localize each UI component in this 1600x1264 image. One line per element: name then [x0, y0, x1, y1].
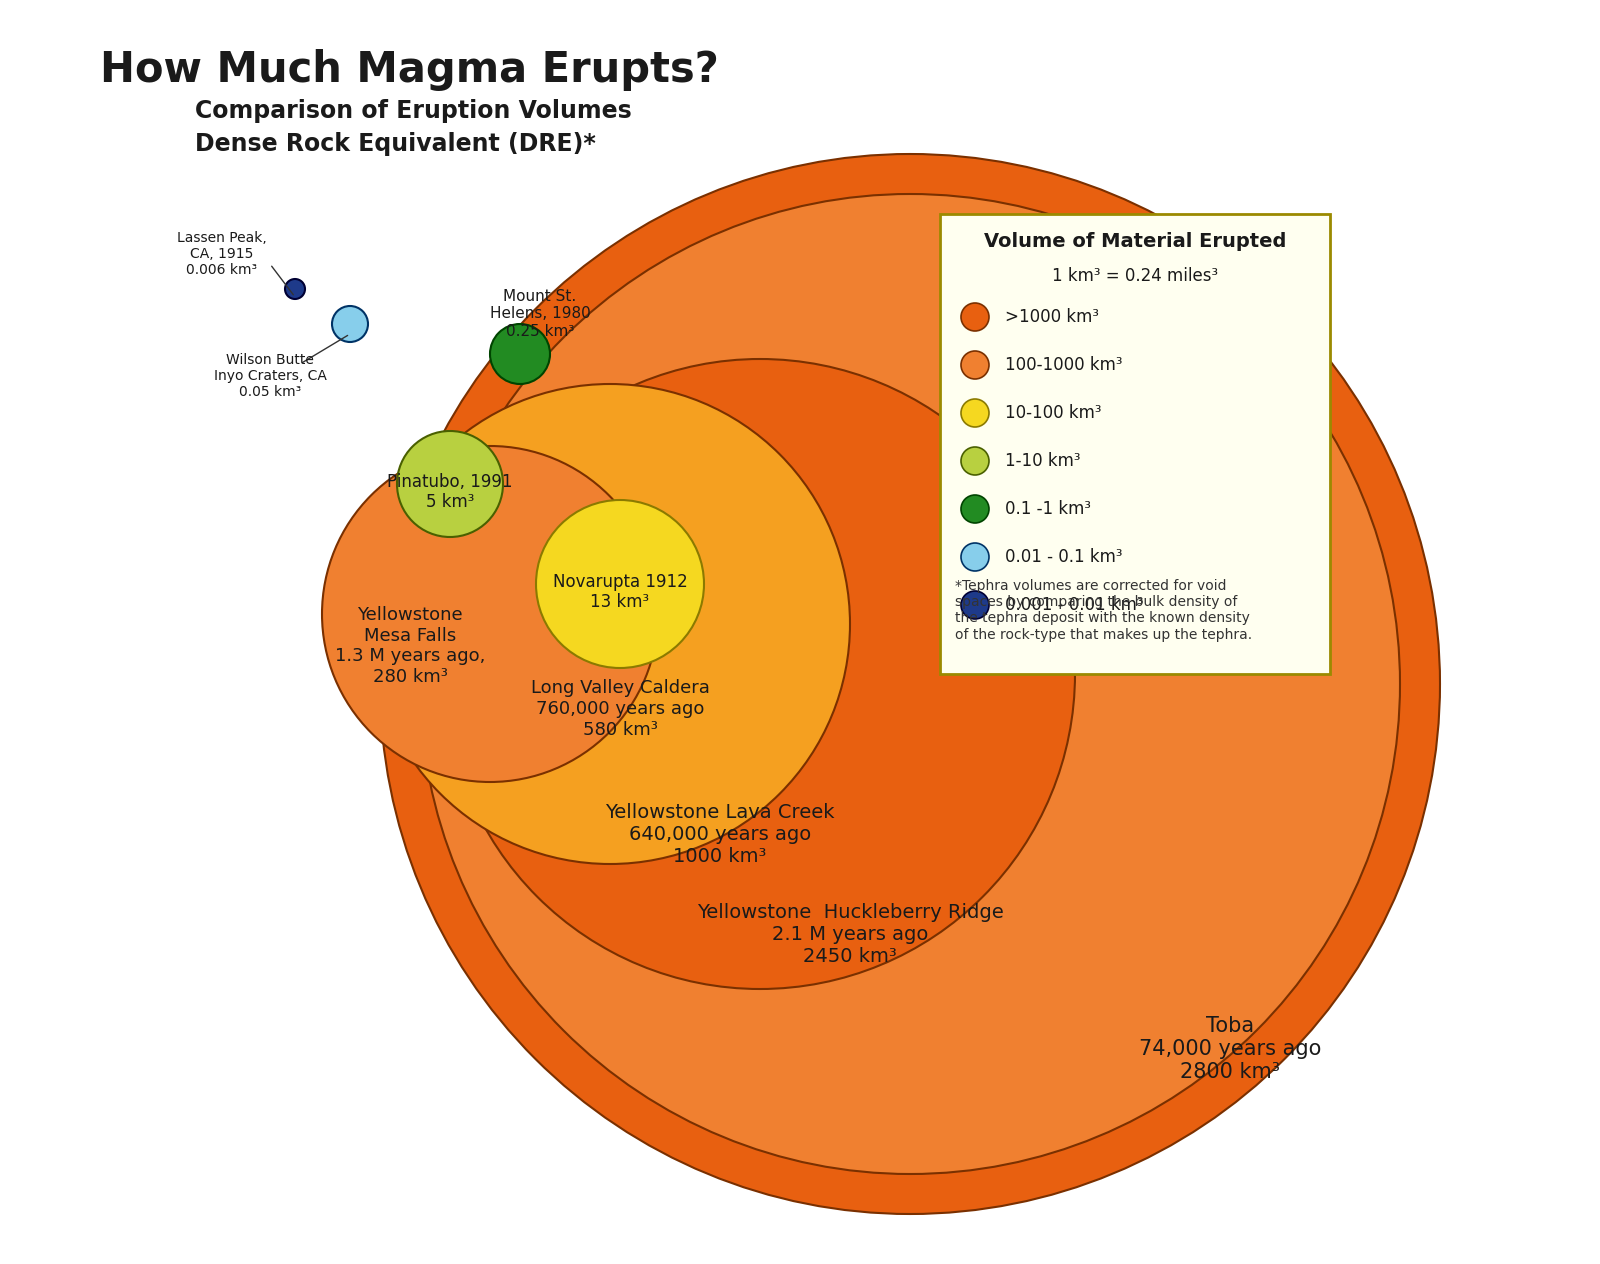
Circle shape — [419, 193, 1400, 1174]
Text: Novarupta 1912
13 km³: Novarupta 1912 13 km³ — [552, 573, 688, 612]
Circle shape — [962, 351, 989, 379]
Text: How Much Magma Erupts?: How Much Magma Erupts? — [99, 49, 718, 91]
Circle shape — [445, 359, 1075, 988]
Text: 0.001 - 0.01 km³: 0.001 - 0.01 km³ — [1005, 597, 1144, 614]
Text: Comparison of Eruption Volumes: Comparison of Eruption Volumes — [195, 99, 632, 123]
Text: *Tephra volumes are corrected for void
spaces by comparing the bulk density of
t: *Tephra volumes are corrected for void s… — [955, 579, 1253, 642]
Text: 100-1000 km³: 100-1000 km³ — [1005, 356, 1123, 374]
Text: 0.1 -1 km³: 0.1 -1 km³ — [1005, 501, 1091, 518]
Circle shape — [381, 154, 1440, 1213]
Text: 10-100 km³: 10-100 km³ — [1005, 404, 1101, 422]
Circle shape — [962, 495, 989, 523]
Circle shape — [962, 447, 989, 475]
Text: 0.01 - 0.1 km³: 0.01 - 0.1 km³ — [1005, 549, 1123, 566]
Text: Dense Rock Equivalent (DRE)*: Dense Rock Equivalent (DRE)* — [195, 131, 595, 155]
Text: Long Valley Caldera
760,000 years ago
580 km³: Long Valley Caldera 760,000 years ago 58… — [531, 679, 709, 738]
Circle shape — [397, 431, 502, 537]
Text: 1-10 km³: 1-10 km³ — [1005, 453, 1080, 470]
Circle shape — [536, 501, 704, 667]
Text: Volume of Material Erupted: Volume of Material Erupted — [984, 233, 1286, 252]
Circle shape — [285, 279, 306, 300]
Text: >1000 km³: >1000 km³ — [1005, 308, 1099, 326]
Circle shape — [962, 399, 989, 427]
Text: Wilson Butte
Inyo Craters, CA
0.05 km³: Wilson Butte Inyo Craters, CA 0.05 km³ — [213, 353, 326, 399]
Text: Pinatubo, 1991
5 km³: Pinatubo, 1991 5 km³ — [387, 473, 512, 512]
Text: Lassen Peak,
CA, 1915
0.006 km³: Lassen Peak, CA, 1915 0.006 km³ — [178, 231, 267, 277]
Text: Toba
74,000 years ago
2800 km³: Toba 74,000 years ago 2800 km³ — [1139, 1016, 1322, 1082]
Circle shape — [370, 384, 850, 865]
Circle shape — [962, 303, 989, 331]
Circle shape — [490, 324, 550, 384]
Text: Yellowstone Lava Creek
640,000 years ago
1000 km³: Yellowstone Lava Creek 640,000 years ago… — [605, 803, 835, 866]
Circle shape — [962, 544, 989, 571]
Text: Yellowstone  Huckleberry Ridge
2.1 M years ago
2450 km³: Yellowstone Huckleberry Ridge 2.1 M year… — [696, 902, 1003, 966]
FancyBboxPatch shape — [941, 214, 1330, 674]
Circle shape — [322, 446, 658, 782]
Circle shape — [333, 306, 368, 343]
Text: 1 km³ = 0.24 miles³: 1 km³ = 0.24 miles³ — [1051, 267, 1218, 284]
Text: Yellowstone
Mesa Falls
1.3 M years ago,
280 km³: Yellowstone Mesa Falls 1.3 M years ago, … — [334, 605, 485, 686]
Circle shape — [962, 592, 989, 619]
Text: Mount St.
Helens, 1980
0.25 km³: Mount St. Helens, 1980 0.25 km³ — [490, 289, 590, 339]
